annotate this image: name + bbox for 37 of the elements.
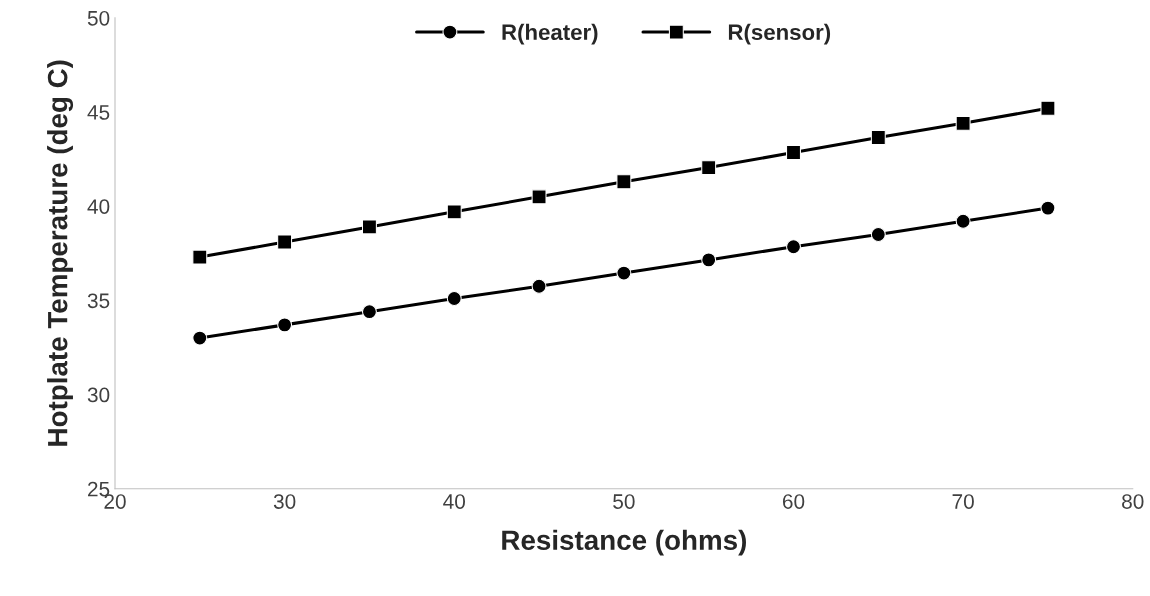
point — [870, 130, 886, 145]
legend-label: R(heater) — [502, 23, 598, 45]
x-tick-label: 80 — [1122, 494, 1144, 509]
point — [955, 115, 971, 131]
point — [361, 219, 377, 235]
point — [446, 291, 462, 306]
point — [701, 252, 717, 268]
point — [786, 145, 801, 160]
x-axis-title: Resistance (ohms) — [502, 529, 746, 556]
y-tick-label: 40 — [87, 199, 110, 214]
legend-label: R(sensor) — [728, 23, 831, 45]
point — [277, 317, 293, 333]
point — [192, 330, 208, 346]
y-tick-label: 45 — [87, 105, 110, 120]
point — [531, 278, 547, 294]
point — [1040, 200, 1056, 216]
point — [955, 213, 971, 229]
point — [446, 204, 462, 220]
point — [616, 265, 632, 281]
point — [361, 304, 377, 320]
x-tick-label: 60 — [782, 494, 805, 509]
point — [1040, 100, 1056, 116]
point — [531, 189, 547, 205]
point — [192, 249, 208, 265]
y-axis-title: Hotplate Temperature (deg C) — [47, 60, 74, 446]
y-tick-label: 30 — [87, 387, 110, 403]
x-tick-label: 40 — [443, 494, 466, 509]
y-tick-label: 50 — [87, 10, 110, 26]
point — [786, 239, 801, 255]
point — [616, 174, 632, 190]
point — [870, 227, 886, 242]
point — [277, 234, 293, 250]
point — [701, 160, 717, 176]
x-tick-label: 30 — [273, 494, 296, 509]
x-tick-label: 50 — [613, 494, 635, 509]
y-tick-label: 35 — [87, 293, 110, 309]
x-tick-label: 70 — [952, 494, 974, 509]
